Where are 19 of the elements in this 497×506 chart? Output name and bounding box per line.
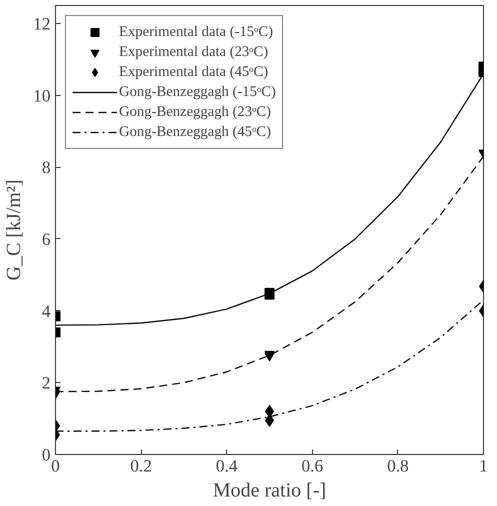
x-tick-label: 1 xyxy=(479,456,488,476)
legend-label: Experimental data (45ᵒC) xyxy=(119,64,268,80)
x-tick-label: 0.4 xyxy=(216,456,238,476)
x-axis-title: Mode ratio [-] xyxy=(212,480,326,502)
y-tick-label: 12 xyxy=(33,14,50,34)
y-tick-label: 10 xyxy=(33,86,50,106)
legend-label: Gong-Benzeggagh (45ᵒC) xyxy=(119,124,271,140)
x-tick-label: 0.8 xyxy=(387,456,409,476)
y-tick-label: 2 xyxy=(42,374,51,393)
y-axis-title: G_C [kJ/m²] xyxy=(3,180,26,280)
x-tick-label: 0.6 xyxy=(301,456,324,476)
legend-label: Gong-Benzeggagh (-15ᵒC) xyxy=(119,84,276,100)
legend-label: Gong-Benzeggagh (23ᵒC) xyxy=(119,104,271,120)
legend-label: Experimental data (-15ᵒC) xyxy=(119,24,273,40)
legend-label: Experimental data (23ᵒC) xyxy=(119,44,268,60)
y-tick-label: 8 xyxy=(42,158,51,178)
y-tick-label: 6 xyxy=(42,230,51,249)
x-tick-label: 0.2 xyxy=(130,456,152,476)
y-tick-label: 4 xyxy=(42,302,51,321)
